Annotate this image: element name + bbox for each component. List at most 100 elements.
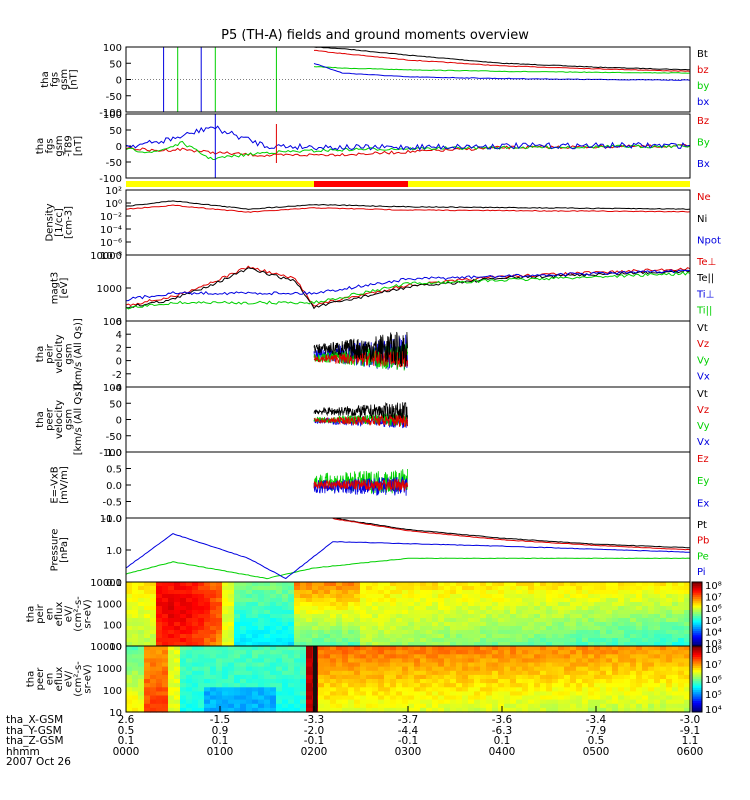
peer-spectrogram-cell <box>684 654 691 659</box>
peer-spectrogram-cell <box>162 707 169 713</box>
peir-spectrogram-cell <box>468 634 475 639</box>
peer-spectrogram-cell <box>216 699 223 705</box>
peir-spectrogram-cell <box>510 614 517 619</box>
peir-spectrogram-cell <box>450 610 457 615</box>
peir-spectrogram-cell <box>612 594 619 599</box>
peir-spectrogram-cell <box>246 598 253 603</box>
peer-spectrogram-cell <box>666 699 673 705</box>
peir-spectrogram-cell <box>678 586 685 591</box>
peer-spectrogram-cell <box>462 679 469 684</box>
peer-spectrogram-cell <box>612 707 619 713</box>
colorbar-segment <box>692 692 702 695</box>
peir-spectrogram-cell <box>522 606 529 611</box>
peir-spectrogram-cell <box>192 586 199 591</box>
peer-spectrogram-cell <box>348 683 355 688</box>
peir-spectrogram-cell <box>660 626 667 631</box>
peir-spectrogram-cell <box>306 610 313 615</box>
peir-spectrogram-cell <box>162 582 169 587</box>
peir-spectrogram-cell <box>648 598 655 603</box>
peer-spectrogram-cell <box>348 674 355 680</box>
peer-spectrogram-cell <box>456 687 463 692</box>
peir-spectrogram-cell <box>162 638 169 643</box>
peir-spectrogram-cell <box>624 602 631 607</box>
peer-spectrogram-cell <box>600 654 607 659</box>
peer-spectrogram-cell <box>360 703 367 709</box>
peer-spectrogram-cell <box>276 687 283 692</box>
peer-spectrogram-cell <box>444 699 451 705</box>
peer-spectrogram-cell <box>360 695 367 701</box>
peir-spectrogram-cell <box>234 642 241 647</box>
peir-spectrogram-cell <box>552 618 559 623</box>
peir-spectrogram-cell <box>492 622 499 627</box>
peir-spectrogram-cell <box>588 586 595 591</box>
peer-spectrogram-cell <box>216 691 223 697</box>
peir-spectrogram-cell <box>564 590 571 595</box>
peir-spectrogram-cell <box>180 610 187 615</box>
peir-spectrogram-cell <box>654 618 661 623</box>
peer-spectrogram-cell <box>414 666 421 672</box>
peir-spectrogram-cell <box>582 642 589 647</box>
peer-spectrogram-cell <box>504 658 511 664</box>
peer-spectrogram-cell <box>462 658 469 664</box>
peir-spectrogram-cell <box>198 610 205 615</box>
peir-spectrogram-cell <box>174 634 181 639</box>
peir-spectrogram-cell <box>168 602 175 607</box>
peer-spectrogram-cell <box>510 666 517 672</box>
peir-spectrogram-cell <box>480 606 487 611</box>
peer-spectrogram-cell <box>156 703 163 709</box>
peer-spectrogram-cell <box>378 699 385 705</box>
peer-spectrogram-cell <box>648 662 655 668</box>
colorbar-segment <box>692 626 702 630</box>
peer-spectrogram-cell <box>306 695 313 701</box>
peir-spectrogram-cell <box>618 626 625 631</box>
peir-spectrogram-cell <box>402 586 409 591</box>
peer-spectrogram-cell <box>594 695 601 701</box>
peer-spectrogram-cell <box>510 687 517 692</box>
ephemeris-value: -7.9 <box>585 724 607 737</box>
peer-spectrogram-cell <box>594 699 601 705</box>
peir-spectrogram-cell <box>372 594 379 599</box>
ephemeris-value: -3.0 <box>679 714 701 726</box>
peer-spectrogram-cell <box>162 687 169 692</box>
peir-spectrogram-cell <box>420 598 427 603</box>
colorbar-segment <box>692 584 702 587</box>
peer-spectrogram-cell <box>540 658 547 664</box>
peer-spectrogram-cell <box>408 683 415 688</box>
peer-spectrogram-cell <box>606 687 613 692</box>
peer-spectrogram-cell <box>432 683 439 688</box>
peer-spectrogram-cell <box>132 666 139 672</box>
peer-spectrogram-cell <box>174 683 181 688</box>
peer-spectrogram-cell <box>618 654 625 659</box>
peer-spectrogram-cell <box>564 666 571 672</box>
peer-spectrogram-cell <box>126 695 133 701</box>
ephemeris-value: 0000 <box>112 745 140 758</box>
peer-spectrogram-cell <box>186 707 193 713</box>
peer-spectrogram-cell <box>162 650 169 655</box>
peer-spectrogram-cell <box>318 687 325 692</box>
peir-spectrogram-cell <box>294 626 301 631</box>
panel-ylabel-line: [mV/m] <box>59 466 70 504</box>
peir-spectrogram-cell <box>666 622 673 627</box>
colorbar-segment <box>692 603 702 606</box>
peir-spectrogram-cell <box>300 598 307 603</box>
peer-spectrogram-cell <box>384 695 391 701</box>
peer-spectrogram-cell <box>396 695 403 701</box>
peir-spectrogram-cell <box>582 610 589 615</box>
peer-spectrogram-cell <box>546 646 553 651</box>
peer-spectrogram-cell <box>174 707 181 713</box>
peir-spectrogram-cell <box>492 606 499 611</box>
peer-spectrogram-cell <box>168 670 175 676</box>
legend-label: bz <box>697 65 709 76</box>
peir-spectrogram-cell <box>234 602 241 607</box>
peer-spectrogram-cell <box>558 674 565 680</box>
peer-spectrogram-cell <box>636 707 643 713</box>
peer-spectrogram-cell <box>678 670 685 676</box>
peir-spectrogram-cell <box>582 594 589 599</box>
peer-spectrogram-cell <box>258 666 265 672</box>
peer-spectrogram-cell <box>420 666 427 672</box>
peir-spectrogram-cell <box>324 642 331 647</box>
peer-spectrogram-cell <box>342 670 349 676</box>
peer-spectrogram-cell <box>570 662 577 668</box>
peir-spectrogram-cell <box>234 598 241 603</box>
peir-spectrogram-cell <box>186 598 193 603</box>
